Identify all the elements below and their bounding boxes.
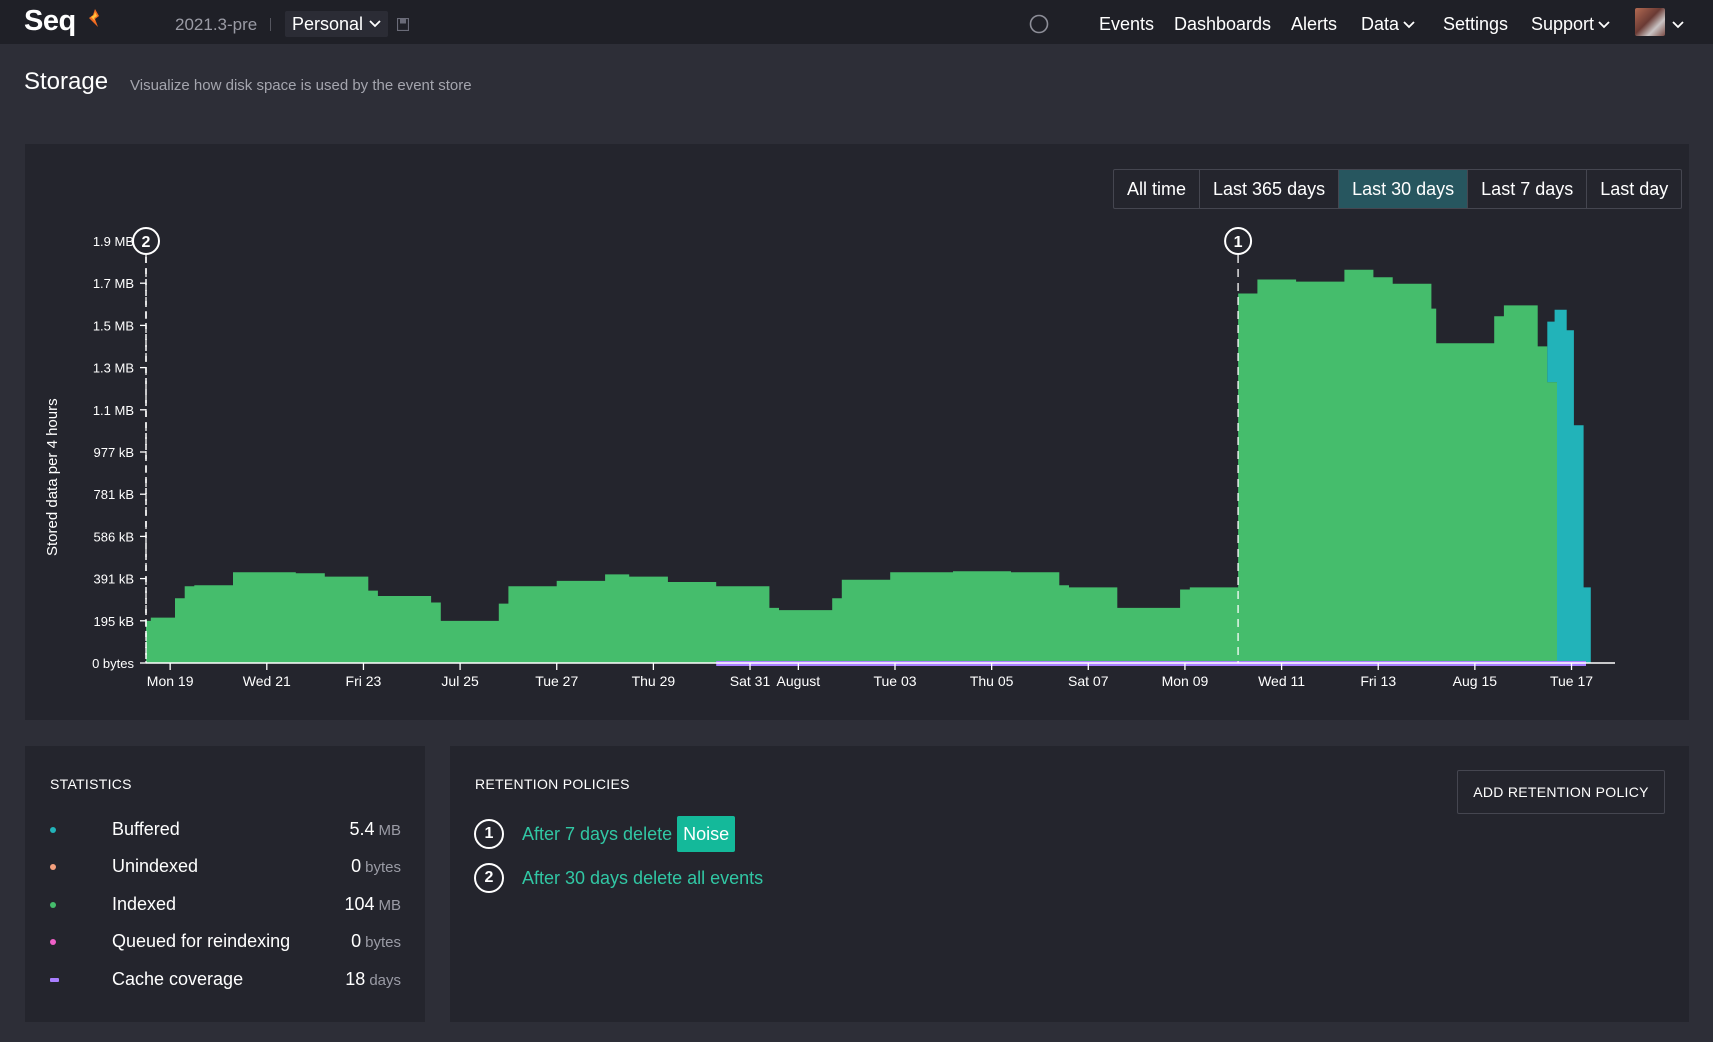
- nav-events[interactable]: Events: [1099, 14, 1155, 34]
- range-last-30-days[interactable]: Last 30 days: [1339, 170, 1469, 208]
- theme-toggle-icon[interactable]: [1029, 14, 1049, 34]
- user-avatar[interactable]: [1635, 8, 1665, 36]
- policy-number-badge: 1: [474, 819, 504, 849]
- divider: [270, 18, 271, 31]
- stat-row-unindexed: Unindexed 0 bytes: [50, 855, 401, 879]
- chevron-down-icon: [1403, 20, 1415, 28]
- page-subtitle: Visualize how disk space is used by the …: [130, 77, 472, 94]
- workspace-selector[interactable]: Personal: [285, 11, 389, 37]
- page-title: Storage: [24, 68, 109, 95]
- policy-link[interactable]: After 30 days delete all events: [522, 867, 764, 888]
- stat-label: Unindexed: [112, 856, 199, 876]
- stat-label: Cache coverage: [112, 969, 244, 989]
- stat-label: Indexed: [112, 894, 177, 914]
- add-retention-policy-button[interactable]: ADD RETENTION POLICY: [1457, 770, 1665, 814]
- storage-chart-panel: [25, 144, 1689, 720]
- top-bar: Seq 2021.3-pre Personal Events Dashboard…: [0, 0, 1713, 44]
- time-range-selector: All time Last 365 days Last 30 days Last…: [1113, 169, 1683, 209]
- stat-row-buffered: Buffered 5.4 MB: [50, 818, 401, 842]
- legend-swatch: [50, 827, 56, 833]
- stat-value: 18 days: [345, 969, 401, 989]
- legend-swatch: [50, 902, 56, 908]
- retention-policy-2[interactable]: 2 After 30 days delete all events: [474, 863, 763, 893]
- nav-support[interactable]: Support: [1531, 14, 1610, 35]
- statistics-title: STATISTICS: [50, 776, 132, 792]
- statistics-panel: STATISTICS Buffered 5.4 MB Unindexed 0 bytes I…: [25, 746, 425, 1022]
- flame-icon: [89, 9, 99, 27]
- range-last-365-days[interactable]: Last 365 days: [1200, 170, 1340, 208]
- seq-logo[interactable]: Seq: [24, 5, 76, 37]
- stat-row-indexed: Indexed 104 MB: [50, 893, 401, 917]
- stat-row-cache-coverage: Cache coverage 18 days: [50, 968, 401, 992]
- chevron-down-icon[interactable]: [1672, 21, 1684, 29]
- retention-policy-1[interactable]: 1 After 7 days delete Noise: [474, 816, 736, 852]
- policy-link[interactable]: After 7 days delete: [522, 823, 673, 844]
- stat-label: Queued for reindexing: [112, 931, 291, 951]
- nav-data[interactable]: Data: [1361, 14, 1415, 35]
- nav-settings[interactable]: Settings: [1443, 14, 1509, 34]
- legend-swatch: [50, 864, 56, 870]
- nav-dashboards[interactable]: Dashboards: [1174, 14, 1272, 34]
- stat-value: 5.4 MB: [349, 819, 401, 839]
- chevron-down-icon: [1598, 20, 1610, 28]
- signal-tag[interactable]: Noise: [677, 816, 736, 852]
- retention-panel: RETENTION POLICIES: [450, 746, 1689, 1022]
- stat-value: 0 bytes: [351, 856, 401, 876]
- retention-title: RETENTION POLICIES: [475, 776, 630, 792]
- stat-value: 104 MB: [344, 894, 401, 914]
- y-axis-label: Stored data per 4 hours: [44, 398, 61, 556]
- version-label: 2021.3-pre: [175, 15, 258, 34]
- stat-row-queued-for-reindexing: Queued for reindexing 0 bytes: [50, 930, 401, 954]
- stat-label: Buffered: [112, 819, 180, 839]
- workspace-label: Personal: [292, 14, 364, 34]
- stat-value: 0 bytes: [351, 931, 401, 951]
- legend-swatch: [50, 978, 59, 982]
- chevron-down-icon: [369, 20, 381, 28]
- policy-number-badge: 2: [474, 863, 504, 893]
- range-last-day[interactable]: Last day: [1600, 179, 1669, 199]
- range-last-7-days[interactable]: Last 7 days: [1468, 170, 1588, 208]
- range-all-time[interactable]: All time: [1114, 170, 1201, 208]
- legend-swatch: [50, 939, 56, 945]
- nav-alerts[interactable]: Alerts: [1291, 14, 1338, 34]
- pin-icon[interactable]: [397, 18, 409, 31]
